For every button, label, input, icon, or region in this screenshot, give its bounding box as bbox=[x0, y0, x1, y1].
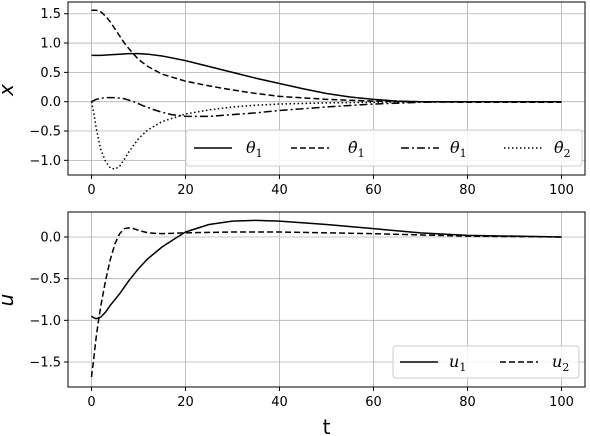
y-tick-label: −1.0 bbox=[29, 154, 61, 169]
x-axis-label: t bbox=[323, 415, 331, 436]
series-line-2 bbox=[90, 227, 562, 378]
x-tick-label: 60 bbox=[365, 183, 382, 198]
legend-label-1: θ1 bbox=[246, 138, 263, 160]
x-tick-label: 0 bbox=[87, 395, 95, 410]
legend-label-3: θ1 bbox=[450, 138, 467, 160]
legend: θ1 θ̇1 θ1 θ̇2 bbox=[185, 129, 583, 167]
y-tick-label: 1.0 bbox=[40, 37, 61, 52]
y-axis-label: u bbox=[0, 294, 18, 307]
x-tick-label: 100 bbox=[549, 395, 574, 410]
x-tick-label: 40 bbox=[271, 183, 288, 198]
series-line-4 bbox=[90, 100, 562, 170]
y-tick-label: −1.0 bbox=[29, 314, 61, 329]
y-tick-label: −0.5 bbox=[29, 272, 61, 287]
x-tick-label: 0 bbox=[87, 183, 95, 198]
x-tick-label: 20 bbox=[177, 395, 194, 410]
x-tick-label: 20 bbox=[177, 183, 194, 198]
axes-frame bbox=[67, 1, 586, 176]
y-tick-label: 1.5 bbox=[40, 7, 61, 22]
legend-box bbox=[392, 345, 580, 379]
x-tick-label: 40 bbox=[271, 395, 288, 410]
y-tick-label: −1.5 bbox=[29, 356, 61, 371]
series-line-2 bbox=[91, 9, 562, 104]
legend-label-4: θ̇2 bbox=[554, 138, 571, 160]
legend-label-2: θ̇1 bbox=[348, 138, 365, 160]
x-tick-label: 80 bbox=[459, 183, 476, 198]
y-tick-label: 0.0 bbox=[40, 95, 61, 110]
legend-label-1: u1 bbox=[449, 352, 466, 374]
x-tick-label: 80 bbox=[459, 395, 476, 410]
chart-panel-2: 0 20 40 60 80 100 0.0 −0.5 −1.0 −1.5 u t u1 u2 bbox=[0, 211, 586, 436]
axes-frame bbox=[67, 211, 586, 388]
x-tick-label: 60 bbox=[365, 395, 382, 410]
x-tick-label: 100 bbox=[549, 183, 574, 198]
chart-panel-1: 0204060801001.51.00.50.0−0.5−1.0xθ1θ̇1θ1… bbox=[0, 1, 586, 198]
legend-label-2: u2 bbox=[552, 352, 569, 374]
legend: u1 u2 bbox=[392, 345, 580, 379]
y-tick-label: 0.5 bbox=[40, 66, 61, 81]
y-tick-label: 0.0 bbox=[40, 231, 61, 246]
y-axis-label: x bbox=[0, 84, 18, 97]
series-line-3 bbox=[91, 96, 562, 118]
series-line-1 bbox=[91, 219, 562, 320]
legend-box bbox=[185, 129, 583, 167]
y-tick-label: −0.5 bbox=[29, 125, 61, 140]
